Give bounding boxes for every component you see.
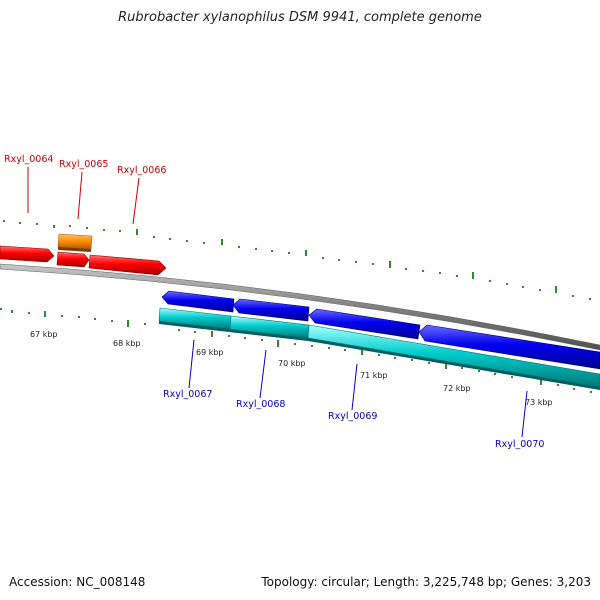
gene-label-rxyl-0066[interactable]: Rxyl_0066 bbox=[117, 165, 166, 176]
kbp-label: 72 kbp bbox=[443, 384, 471, 393]
kbp-label: 73 kbp bbox=[525, 398, 553, 407]
leader-rxyl-0068 bbox=[259, 349, 267, 399]
gene-feature-rxyl-0065-shadow bbox=[58, 247, 91, 252]
gene-label-rxyl-0068[interactable]: Rxyl_0068 bbox=[236, 399, 285, 410]
forward-cds-track bbox=[0, 245, 167, 276]
lower-gene-labels: Rxyl_0067 Rxyl_0068 Rxyl_0069 Rxyl_0070 bbox=[163, 389, 544, 450]
genome-backbone bbox=[0, 263, 600, 351]
gene-label-rxyl-0064[interactable]: Rxyl_0064 bbox=[4, 154, 53, 165]
gene-label-rxyl-0067[interactable]: Rxyl_0067 bbox=[163, 389, 212, 400]
kbp-labels: 67 kbp 68 kbp 69 kbp 70 kbp 71 kbp 72 kb… bbox=[30, 330, 553, 407]
gene-feature-rxyl-0065[interactable] bbox=[57, 233, 93, 250]
reverse-gene-track bbox=[158, 307, 600, 390]
kbp-label: 68 kbp bbox=[113, 339, 141, 348]
leader-rxyl-0067 bbox=[188, 339, 195, 389]
accession-label: Accession: NC_008148 bbox=[9, 575, 146, 589]
map-title: Rubrobacter xylanophilus DSM 9941, compl… bbox=[118, 10, 482, 25]
gene-feature-rxyl-0069-0070[interactable] bbox=[307, 324, 600, 388]
cds-arrow-rxyl-0064[interactable] bbox=[0, 245, 55, 263]
leader-rxyl-0070 bbox=[521, 390, 528, 438]
kbp-label: 71 kbp bbox=[360, 371, 388, 380]
kbp-label: 67 kbp bbox=[30, 330, 58, 339]
gene-label-rxyl-0070[interactable]: Rxyl_0070 bbox=[495, 439, 544, 450]
cds-arrow-rxyl-0068[interactable] bbox=[232, 298, 310, 322]
cds-arrow-rxyl-0070[interactable] bbox=[418, 324, 600, 370]
kbp-label: 70 kbp bbox=[278, 359, 306, 368]
genome-stats: Topology: circular; Length: 3,225,748 bp… bbox=[261, 575, 591, 589]
cds-arrow-rxyl-0067[interactable] bbox=[161, 290, 235, 313]
reverse-cds-track bbox=[161, 290, 600, 370]
lower-leader-lines bbox=[188, 339, 528, 438]
cds-arrow-rxyl-0066[interactable] bbox=[88, 254, 167, 276]
upper-leader-lines bbox=[27, 167, 140, 225]
lower-tick-row bbox=[0, 308, 592, 393]
leader-rxyl-0066 bbox=[132, 177, 140, 225]
leader-rxyl-0069 bbox=[351, 363, 358, 411]
cds-arrow-rxyl-0065[interactable] bbox=[56, 251, 90, 268]
upper-tick-row bbox=[3, 220, 591, 300]
gene-label-rxyl-0065[interactable]: Rxyl_0065 bbox=[59, 159, 108, 170]
upper-gene-labels: Rxyl_0064 Rxyl_0065 Rxyl_0066 bbox=[4, 154, 166, 176]
gene-label-rxyl-0069[interactable]: Rxyl_0069 bbox=[328, 411, 377, 422]
kbp-label: 69 kbp bbox=[196, 348, 224, 357]
gene-track-shadow bbox=[159, 321, 600, 390]
cds-arrow-rxyl-0069[interactable] bbox=[308, 308, 421, 340]
leader-rxyl-0065 bbox=[77, 171, 83, 220]
